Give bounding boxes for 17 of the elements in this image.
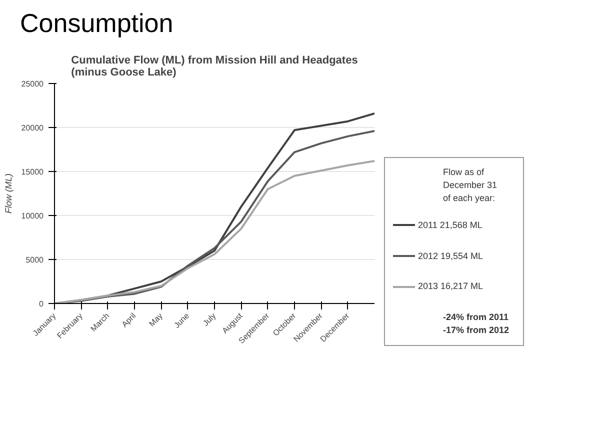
- text: -17% from 2012: [443, 324, 510, 337]
- text: -24% from 2011: [443, 311, 510, 324]
- y-tick-label: 5000: [26, 256, 44, 265]
- y-tick-label: 15000: [21, 168, 44, 177]
- legend-label: 2012 19,554 ML: [417, 250, 484, 262]
- y-axis-title: Flow (ML): [3, 174, 14, 214]
- legend-label: 2011 21,568 ML: [417, 218, 484, 232]
- y-tick-label: 25000: [21, 80, 44, 89]
- chart-title: Consumption: [20, 7, 174, 40]
- y-tick-label: 0: [39, 300, 44, 309]
- legend-label: 2013 16,217 ML: [417, 280, 484, 294]
- y-tick-label: 10000: [21, 212, 44, 221]
- x-tick-label: July: [201, 311, 218, 328]
- legend-title: Flow as of December 31 of each year:: [443, 166, 498, 205]
- chart-subtitle: Cumulative Flow (ML) from Mission Hill and Headgates (minus Goose Lake): [71, 54, 358, 79]
- x-tick-label: May: [147, 311, 164, 329]
- y-tick-label: 20000: [21, 124, 44, 133]
